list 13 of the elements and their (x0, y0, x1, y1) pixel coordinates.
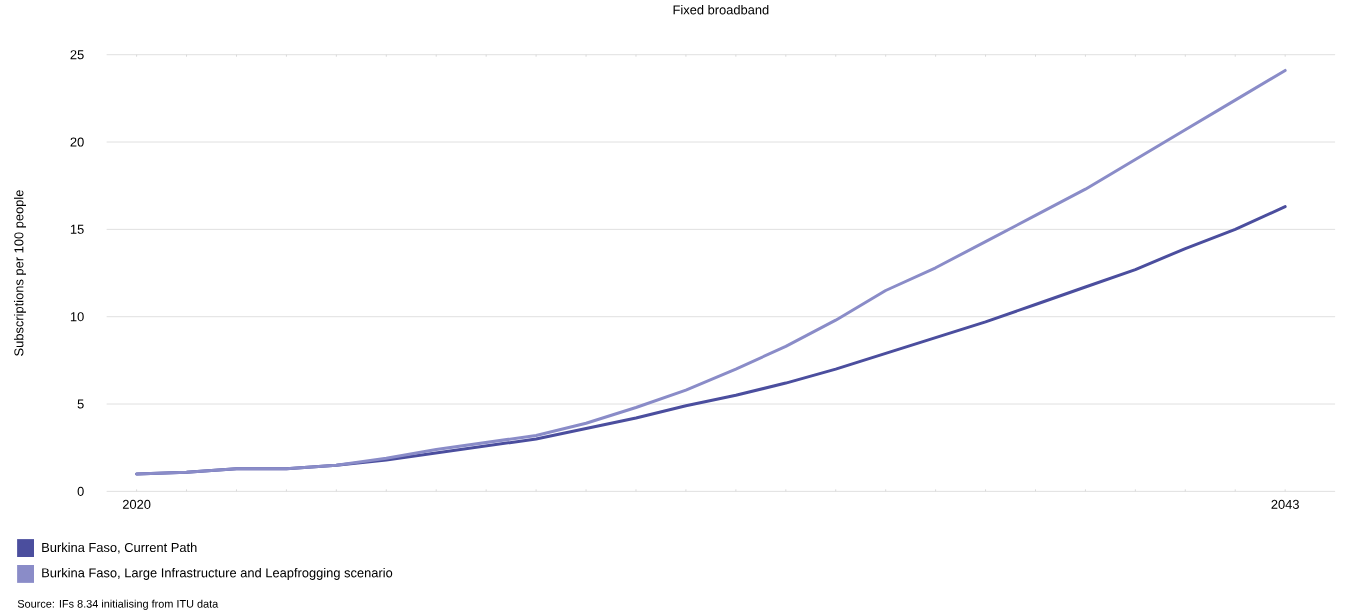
y-axis-title: Subscriptions per 100 people (13, 190, 26, 357)
y-tick-label: 0 (77, 486, 84, 497)
x-tick-label: 2020 (122, 499, 151, 510)
y-tick-label: 20 (70, 137, 84, 147)
y-tick-label: 10 (70, 312, 84, 322)
source-note: Source: IFs 8.34 initialising from ITU data (17, 599, 219, 610)
y-tick-label: 15 (70, 225, 84, 234)
y-tick-label: 25 (70, 50, 84, 60)
y-tick-label: 5 (77, 399, 84, 409)
legend-label: Burkina Faso, Current Path (42, 542, 197, 554)
x-tick-label: 2043 (1271, 499, 1299, 510)
legend-label: Burkina Faso, Large Infrastructure and Leapfrogging scenario (42, 568, 393, 581)
chart-title: Fixed broadband (673, 5, 769, 15)
